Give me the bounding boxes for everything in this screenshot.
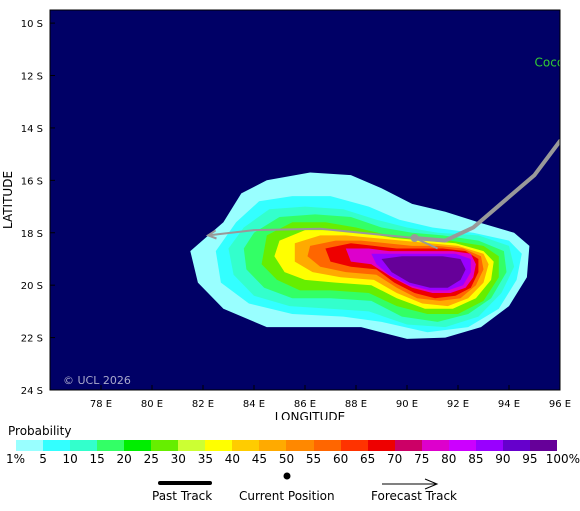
- colorbar-tick-label: 50: [278, 452, 295, 466]
- colorbar-tick-label: 80: [441, 452, 457, 466]
- colorbar-tick-label: 95: [522, 452, 538, 466]
- colorbar-swatch: [178, 440, 206, 451]
- colorbar-swatch: [421, 440, 449, 451]
- map-axes: 78 E 80 E 82 E 84 E 86 E 88 E 90 E 92 E 94 E 96 E…: [21, 9, 571, 410]
- colorbar-swatch: [70, 440, 98, 451]
- probability-colorbar: [16, 440, 557, 451]
- colorbar-swatch: [205, 440, 233, 451]
- colorbar-swatch: [259, 440, 287, 451]
- colorbar-tick-label: 20: [116, 452, 132, 466]
- colorbar-tick-label: 100%: [545, 452, 580, 466]
- colorbar-swatch: [97, 440, 125, 451]
- colorbar-tick-label: 10: [62, 452, 78, 466]
- colorbar-swatch: [151, 440, 179, 451]
- x-tick-label: 80 E: [141, 399, 163, 410]
- colorbar-tick-label: 85: [468, 452, 484, 466]
- storm-name-label: Coco: [535, 55, 565, 69]
- x-tick-label: 82 E: [192, 399, 214, 410]
- colorbar-tick-label: 30: [170, 452, 186, 466]
- past-track-label: Past Track: [152, 489, 213, 503]
- current-position-label: Current Position: [239, 489, 335, 503]
- colorbar-tick-label: 45: [251, 452, 268, 466]
- y-tick-label: 20 S: [21, 281, 43, 292]
- colorbar-swatch: [502, 440, 530, 451]
- copyright-notice: © UCL 2026: [63, 374, 131, 387]
- x-tick-label: 78 E: [90, 399, 112, 410]
- y-tick-label: 24 S: [21, 386, 43, 397]
- colorbar-tick-label: 70: [387, 452, 403, 466]
- x-tick-label: 90 E: [396, 399, 418, 410]
- x-tick-label: 88 E: [345, 399, 367, 410]
- y-tick-label: 10 S: [21, 19, 43, 30]
- colorbar-tick-label: 65: [360, 452, 376, 466]
- current-position-marker: [410, 234, 419, 242]
- colorbar-swatch: [448, 440, 476, 451]
- y-tick-label: 12 S: [21, 72, 43, 83]
- x-axis-label: LONGITUDE: [275, 410, 345, 420]
- storm-tracks: [205, 139, 560, 250]
- colorbar-tick-label: 55: [305, 452, 322, 466]
- colorbar-swatch: [232, 440, 260, 451]
- x-tick-label: 94 E: [498, 399, 520, 410]
- x-tick-label: 92 E: [447, 399, 469, 410]
- track-probability-map: Coco © UCL 2026 78 E 80 E 82 E 84 E 86 E 88 E…: [1, 9, 571, 420]
- colorbar-tick-label: 75: [414, 452, 430, 466]
- probability-region-95: [381, 256, 466, 288]
- colorbar-swatch: [286, 440, 314, 451]
- colorbar-tick-label: 25: [143, 452, 159, 466]
- y-tick-label: 22 S: [21, 334, 43, 345]
- colorbar-swatch: [394, 440, 422, 451]
- colorbar-tick-label: 1%: [6, 452, 26, 466]
- colorbar-tick-label: 35: [197, 452, 213, 466]
- forecast-track-label: Forecast Track: [371, 489, 457, 503]
- colorbar-tick-label: 40: [224, 452, 241, 466]
- colorbar-tick-label: 60: [332, 452, 349, 466]
- colorbar-swatch: [313, 440, 341, 451]
- colorbar-swatch: [16, 440, 44, 451]
- colorbar-swatch: [367, 440, 395, 451]
- legend-title: Probability: [8, 424, 72, 438]
- x-tick-label: 84 E: [243, 399, 265, 410]
- current-position-symbol: [283, 472, 291, 480]
- colorbar-swatch: [475, 440, 503, 451]
- colorbar-swatch: [529, 440, 557, 451]
- colorbar-swatch: [340, 440, 368, 451]
- colorbar-swatch: [124, 440, 152, 451]
- colorbar-tick-labels: 1% 5 10 15 20 25 30 35 40 45 50 55 60 65 70 75 80 85 90 95 1…: [0, 452, 580, 468]
- past-track-symbol: [158, 481, 212, 485]
- y-tick-label: 18 S: [21, 229, 43, 240]
- colorbar-tick-label: 5: [39, 452, 47, 466]
- forecast-track-line: [207, 227, 439, 250]
- x-tick-label: 86 E: [294, 399, 316, 410]
- y-tick-label: 14 S: [21, 124, 43, 135]
- y-axis-label: LATITUDE: [1, 171, 15, 229]
- colorbar-swatch: [43, 440, 71, 451]
- colorbar-tick-label: 15: [89, 452, 105, 466]
- past-track-line: [412, 139, 560, 243]
- colorbar-tick-label: 90: [495, 452, 511, 466]
- forecast-arrowhead: [205, 229, 217, 240]
- x-tick-label: 96 E: [549, 399, 571, 410]
- y-tick-label: 16 S: [21, 176, 43, 187]
- forecast-track-symbol: [382, 478, 439, 490]
